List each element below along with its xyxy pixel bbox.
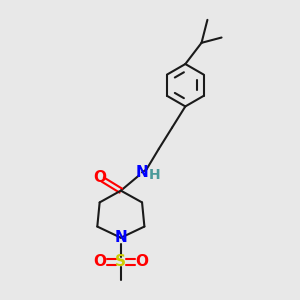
Text: N: N <box>115 230 127 245</box>
Text: S: S <box>115 254 126 269</box>
Text: O: O <box>136 254 148 269</box>
Text: O: O <box>94 169 107 184</box>
Text: N: N <box>136 165 148 180</box>
Text: H: H <box>148 168 160 182</box>
Text: O: O <box>93 254 106 269</box>
